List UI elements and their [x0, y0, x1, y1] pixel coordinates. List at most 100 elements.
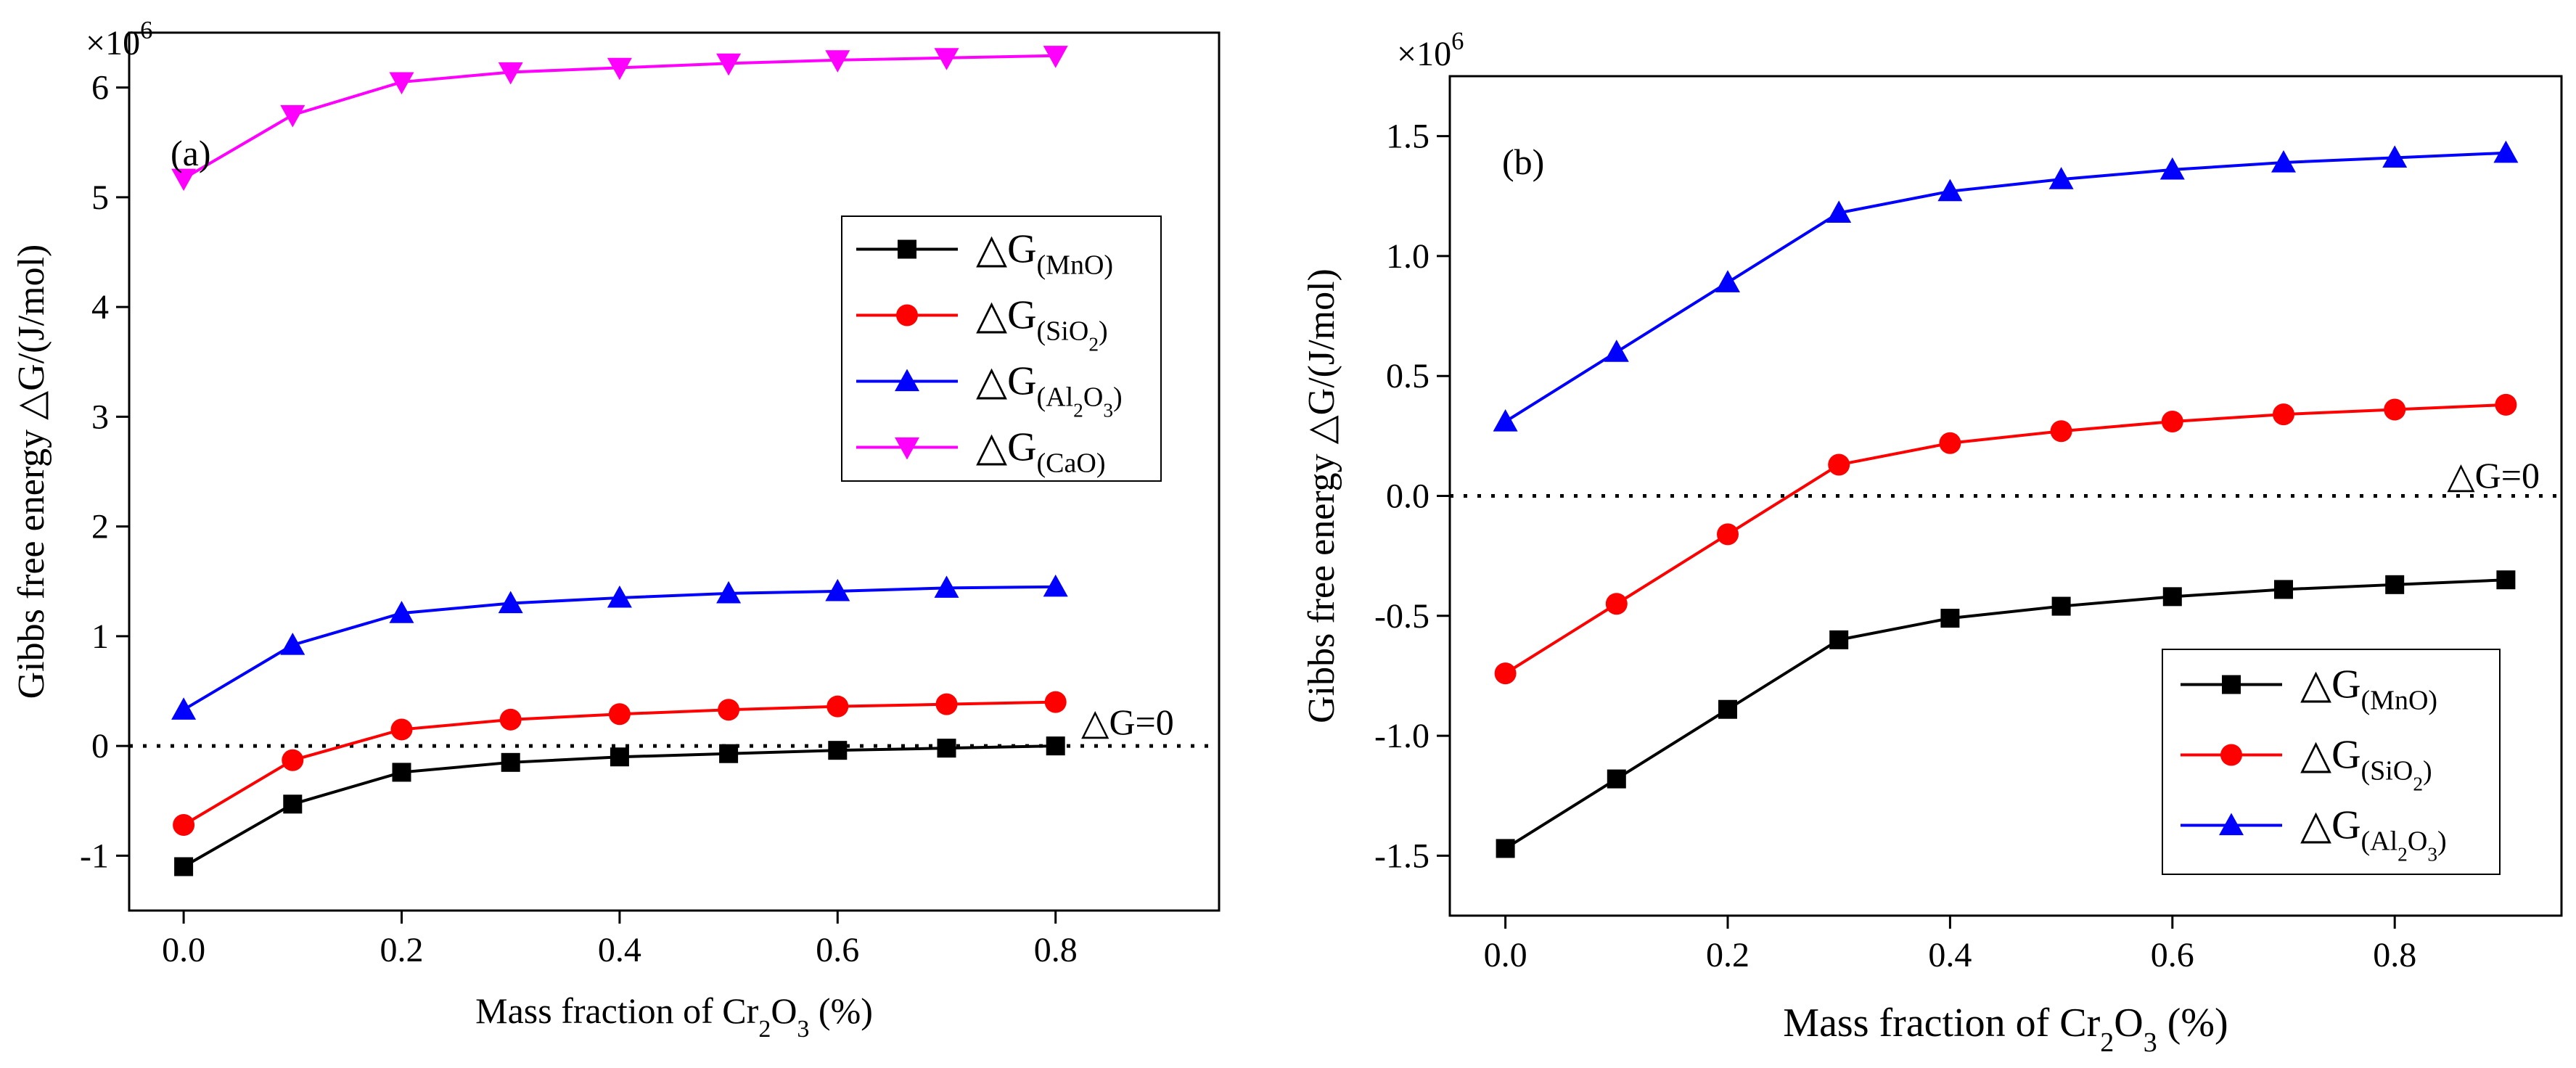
data-point — [1044, 691, 1067, 713]
text-part: ) — [1099, 316, 1108, 347]
subscript: 3 — [2144, 1027, 2157, 1058]
data-point — [283, 794, 303, 814]
legend-main: △G — [976, 359, 1037, 404]
text-part: O — [771, 990, 797, 1031]
x-tick-label: 0.8 — [2373, 936, 2416, 974]
data-point — [1826, 200, 1852, 223]
x-tick-label: 0.8 — [1034, 931, 1078, 969]
subscript: 2 — [758, 1016, 771, 1043]
text-part: (SiO — [2361, 756, 2413, 786]
data-point — [2271, 150, 2296, 173]
multiplier-base: ×10 — [86, 24, 140, 62]
axis-multiplier: ×106 — [1397, 28, 1464, 73]
subscript: 2 — [2413, 773, 2423, 795]
data-point — [1604, 340, 1629, 362]
data-point — [1828, 453, 1850, 476]
subscript: 3 — [1103, 400, 1113, 422]
legend-entry: △G(Al2O3) — [856, 359, 1123, 422]
legend-label: △G(Al2O3) — [976, 359, 1123, 422]
data-point — [828, 741, 848, 760]
legend-label: △G(CaO) — [976, 425, 1105, 479]
data-point — [2384, 398, 2406, 421]
legend-sub: (MnO) — [1037, 250, 1114, 281]
multiplier-base: ×10 — [1397, 35, 1451, 73]
data-point — [826, 695, 849, 718]
series-line — [1504, 578, 2506, 850]
data-point — [1829, 630, 1849, 649]
y-tick-label: 0 — [91, 727, 109, 765]
data-point — [280, 632, 305, 655]
data-point — [2493, 140, 2519, 163]
series-△G(CaO) — [171, 46, 1068, 192]
legend-sub: (Al2O3) — [1037, 382, 1123, 422]
x-tick-label: 0.6 — [816, 931, 859, 969]
legend-sub: (Al2O3) — [2361, 826, 2447, 866]
data-point — [825, 578, 850, 601]
multiplier-exponent: 6 — [1451, 28, 1464, 55]
chart-panel-b: 0.0 0.2 0.4 0.6 0.8 -1.5 -1.0 -0.5 0.0 0.5 1.0 1.5 △… — [1301, 28, 2563, 1058]
data-point — [501, 752, 520, 772]
subscript: 2 — [1073, 400, 1083, 422]
x-tick-label: 0.4 — [1928, 936, 1972, 974]
y-tick-label: -1.5 — [1374, 837, 1429, 875]
series-△G(SiO2) — [1494, 393, 2517, 685]
text-part: O — [2408, 826, 2427, 857]
data-point — [1937, 178, 1963, 202]
legend-sub: (SiO2) — [2361, 756, 2432, 795]
x-tick-label: 0.0 — [1484, 936, 1527, 974]
data-point — [895, 437, 919, 460]
data-point — [935, 693, 958, 715]
series-line — [1504, 151, 2506, 423]
axis-multiplier: ×106 — [86, 17, 152, 62]
text-part: ) — [1113, 382, 1123, 413]
y-axis-label: Gibbs free energy △G/(J/mol) — [11, 245, 52, 699]
text-part: O — [2114, 1001, 2143, 1046]
x-tick-label: 0.2 — [1706, 936, 1750, 974]
legend-sub: (SiO2) — [1037, 316, 1108, 356]
text-part: (MnO) — [1037, 250, 1114, 281]
text-part: (Al — [2361, 826, 2398, 857]
data-point — [825, 50, 850, 73]
data-point — [607, 57, 632, 81]
legend-entry: △G(SiO2) — [856, 293, 1108, 356]
y-tick-label: 1.0 — [1386, 237, 1429, 276]
data-point — [895, 369, 919, 392]
legend-main: △G — [2300, 803, 2361, 848]
data-point — [2051, 596, 2071, 616]
text-part: ) — [2423, 756, 2432, 786]
y-tick-label: -1 — [80, 837, 109, 875]
data-point — [937, 739, 956, 758]
legend-entry: △G(MnO) — [856, 227, 1113, 281]
y-tick-label: -1.0 — [1374, 717, 1429, 755]
data-point — [934, 48, 959, 70]
series-△G(MnO) — [1496, 570, 2516, 858]
data-point — [1718, 699, 1737, 719]
x-tick-label: 0.2 — [380, 931, 424, 969]
y-tick-label: 2 — [91, 508, 109, 546]
data-point — [716, 580, 742, 604]
legend: △G(MnO)△G(SiO2)△G(Al2O3)△G(CaO) — [841, 215, 1162, 482]
data-point — [1046, 736, 1065, 756]
text-part: O — [1083, 382, 1103, 413]
legend-entry: △G(CaO) — [856, 425, 1105, 479]
data-point — [1607, 769, 1626, 789]
data-point — [898, 239, 916, 259]
data-point — [2220, 744, 2242, 766]
text-part: (SiO — [1037, 316, 1089, 347]
y-tick-label: 5 — [91, 178, 109, 217]
data-point — [498, 591, 523, 614]
y-axis-label: Gibbs free energy △G/(J/mol) — [1301, 268, 1342, 723]
text-part: (CaO) — [1037, 448, 1106, 479]
data-point — [719, 744, 739, 763]
text-part: (MnO) — [2361, 686, 2438, 716]
data-point — [1043, 574, 1068, 597]
data-point — [2219, 813, 2244, 836]
series-△G(SiO2) — [173, 691, 1067, 837]
data-point — [2161, 411, 2183, 433]
data-point — [2382, 145, 2408, 168]
x-tick-label: 0.6 — [2151, 936, 2194, 974]
multiplier-exponent: 6 — [140, 17, 152, 44]
data-point — [171, 697, 197, 720]
data-point — [392, 763, 411, 782]
